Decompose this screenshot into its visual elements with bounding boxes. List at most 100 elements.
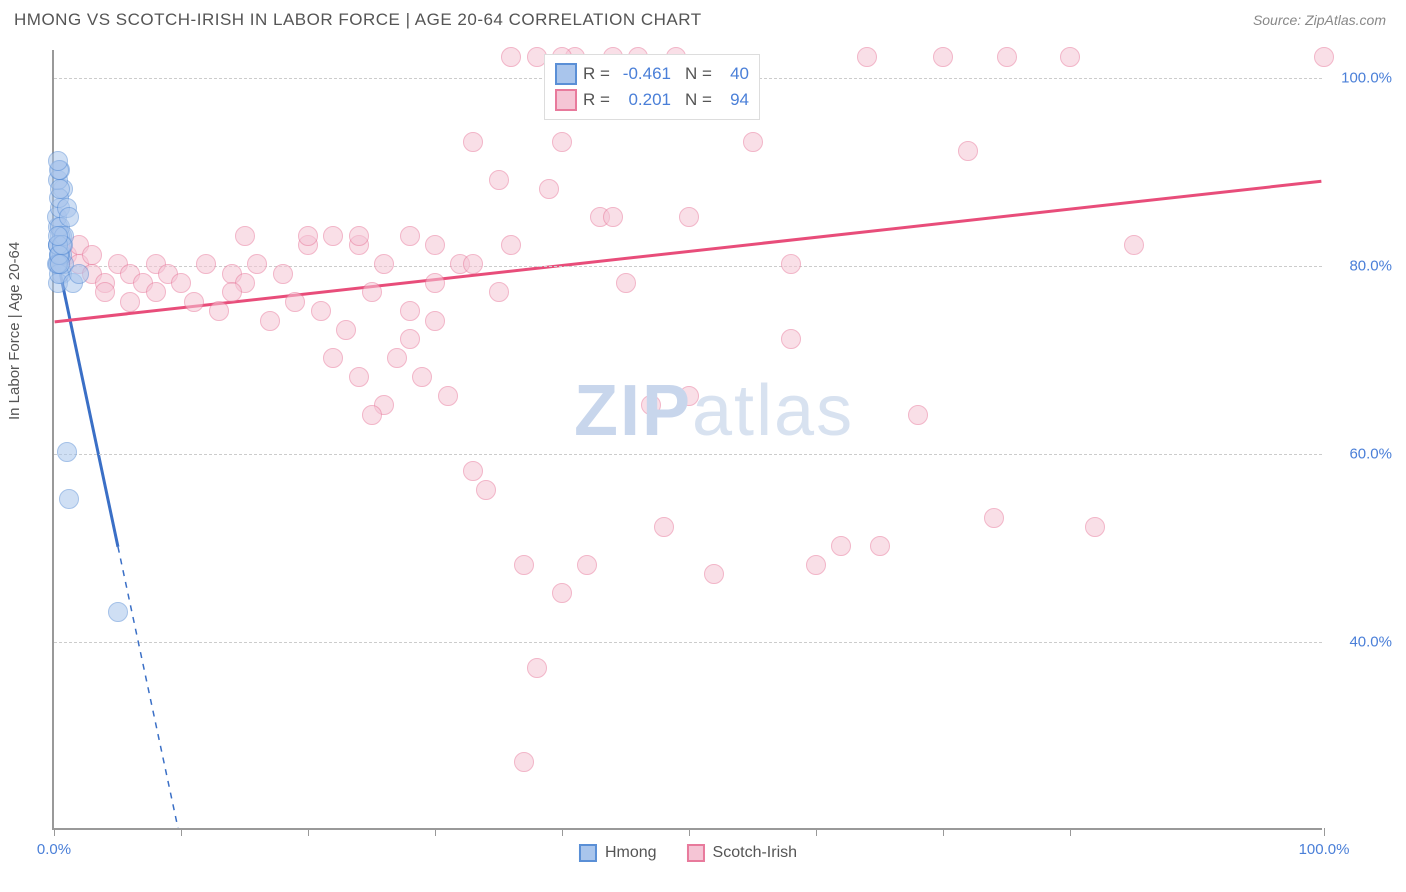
data-point — [908, 405, 928, 425]
n-value-hmong: 40 — [719, 61, 749, 87]
data-point — [654, 517, 674, 537]
data-point — [50, 179, 70, 199]
data-point — [806, 555, 826, 575]
data-point — [387, 348, 407, 368]
data-point — [48, 151, 68, 171]
data-point — [514, 752, 534, 772]
source-label: Source: ZipAtlas.com — [1253, 12, 1386, 28]
watermark: ZIPatlas — [574, 370, 854, 452]
legend-row-hmong: R = -0.461 N = 40 — [555, 61, 749, 87]
n-label: N = — [685, 61, 713, 87]
data-point — [425, 235, 445, 255]
data-point — [463, 132, 483, 152]
data-point — [362, 282, 382, 302]
data-point — [781, 329, 801, 349]
n-value-scotch: 94 — [719, 87, 749, 113]
data-point — [362, 405, 382, 425]
x-tick-mark — [1324, 828, 1325, 836]
data-point — [412, 367, 432, 387]
r-label: R = — [583, 87, 611, 113]
data-point — [933, 47, 953, 67]
data-point — [260, 311, 280, 331]
data-point — [184, 292, 204, 312]
data-point — [336, 320, 356, 340]
data-point — [476, 480, 496, 500]
data-point — [400, 329, 420, 349]
data-point — [374, 254, 394, 274]
data-point — [857, 47, 877, 67]
data-point — [679, 386, 699, 406]
r-value-hmong: -0.461 — [617, 61, 671, 87]
data-point — [1124, 235, 1144, 255]
x-tick-mark — [943, 828, 944, 836]
data-point — [438, 386, 458, 406]
data-point — [146, 282, 166, 302]
r-value-scotch: 0.201 — [617, 87, 671, 113]
data-point — [997, 47, 1017, 67]
data-point — [171, 273, 191, 293]
x-tick-mark — [435, 828, 436, 836]
data-point — [1314, 47, 1334, 67]
x-tick-label: 0.0% — [37, 841, 71, 858]
data-point — [870, 536, 890, 556]
gridline — [54, 454, 1322, 455]
n-label: N = — [685, 87, 713, 113]
data-point — [603, 207, 623, 227]
data-point — [1085, 517, 1105, 537]
data-point — [349, 367, 369, 387]
data-point — [501, 47, 521, 67]
y-tick-label: 80.0% — [1332, 258, 1392, 275]
data-point — [489, 282, 509, 302]
legend-row-scotch: R = 0.201 N = 94 — [555, 87, 749, 113]
data-point — [95, 282, 115, 302]
data-point — [781, 254, 801, 274]
x-tick-label: 100.0% — [1299, 841, 1350, 858]
data-point — [222, 282, 242, 302]
data-point — [69, 264, 89, 284]
data-point — [82, 245, 102, 265]
swatch-scotch — [555, 89, 577, 111]
swatch-icon — [579, 844, 597, 862]
data-point — [425, 273, 445, 293]
data-point — [323, 348, 343, 368]
legend-item: Scotch-Irish — [687, 844, 797, 862]
data-point — [539, 179, 559, 199]
r-label: R = — [583, 61, 611, 87]
data-point — [489, 170, 509, 190]
data-point — [577, 555, 597, 575]
legend-label: Scotch-Irish — [713, 844, 797, 862]
series-legend: Hmong Scotch-Irish — [579, 844, 797, 862]
data-point — [425, 311, 445, 331]
data-point — [831, 536, 851, 556]
data-point — [527, 658, 547, 678]
y-axis-label: In Labor Force | Age 20-64 — [6, 242, 23, 420]
data-point — [349, 226, 369, 246]
data-point — [196, 254, 216, 274]
data-point — [209, 301, 229, 321]
data-point — [679, 207, 699, 227]
x-tick-mark — [181, 828, 182, 836]
data-point — [958, 141, 978, 161]
gridline — [54, 266, 1322, 267]
data-point — [984, 508, 1004, 528]
x-tick-mark — [816, 828, 817, 836]
data-point — [298, 226, 318, 246]
data-point — [57, 442, 77, 462]
data-point — [552, 583, 572, 603]
data-point — [247, 254, 267, 274]
chart-title: HMONG VS SCOTCH-IRISH IN LABOR FORCE | A… — [14, 10, 702, 30]
x-tick-mark — [689, 828, 690, 836]
data-point — [1060, 47, 1080, 67]
data-point — [501, 235, 521, 255]
y-tick-label: 100.0% — [1332, 70, 1392, 87]
swatch-icon — [687, 844, 705, 862]
data-point — [311, 301, 331, 321]
legend-label: Hmong — [605, 844, 657, 862]
y-tick-label: 60.0% — [1332, 446, 1392, 463]
data-point — [108, 602, 128, 622]
data-point — [273, 264, 293, 284]
data-point — [463, 254, 483, 274]
y-tick-label: 40.0% — [1332, 634, 1392, 651]
data-point — [400, 226, 420, 246]
x-tick-mark — [562, 828, 563, 836]
